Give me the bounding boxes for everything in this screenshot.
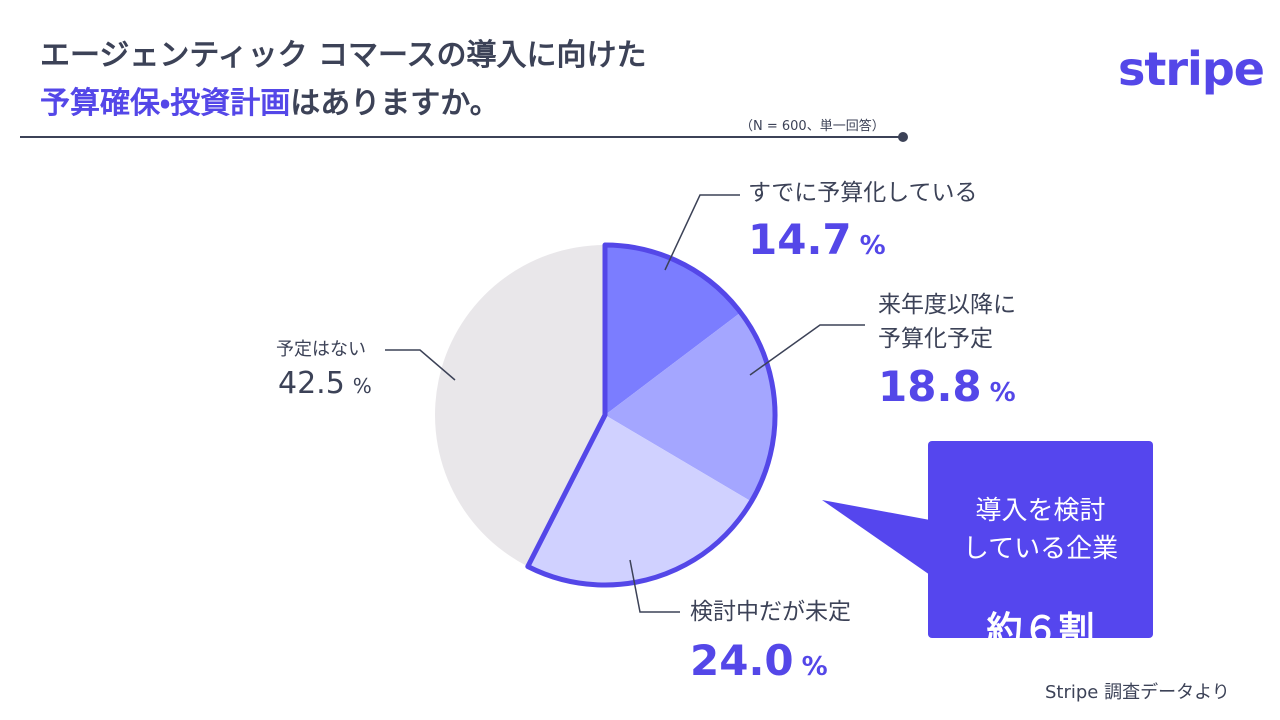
- unit: %: [801, 652, 828, 682]
- value: 14.7: [748, 215, 852, 264]
- unit: %: [989, 378, 1016, 408]
- leaders: [385, 194, 865, 613]
- pie: [434, 242, 778, 588]
- value-label: 14.7%: [748, 215, 886, 264]
- leader-line: [629, 559, 680, 613]
- slice-label: 予定はない: [276, 339, 366, 360]
- callout-pointer: [822, 500, 930, 575]
- callout-value: 約６割: [986, 610, 1095, 651]
- value-label: 24.0%: [690, 636, 828, 685]
- value: 18.8: [878, 362, 982, 411]
- pie-slice: [434, 245, 605, 567]
- highlight-outline: [525, 242, 778, 588]
- logo: stripe: [1118, 42, 1265, 96]
- unit: %: [859, 231, 886, 261]
- slice-label: すでに予算化している: [748, 180, 978, 206]
- note: （N = 600、単一回答）: [740, 119, 885, 134]
- callout: 導入を検討 している企業 約６割: [928, 441, 1153, 651]
- callout-box: [928, 441, 1153, 638]
- rule-dot: [898, 132, 908, 142]
- pie-slice: [605, 312, 775, 502]
- title-highlight: 予算確保・投資計画: [40, 86, 291, 121]
- value: 42.5: [278, 366, 345, 401]
- value-label: 18.8%: [878, 362, 1016, 411]
- leader-line: [749, 324, 865, 376]
- value-label: 42.5%: [278, 366, 372, 401]
- unit: %: [352, 374, 372, 398]
- title-rest: はありますか。: [290, 86, 500, 121]
- callout-text: 導入を検討 している企業: [962, 496, 1119, 564]
- title: 予算確保・投資計画はありますか。: [40, 78, 500, 122]
- value: 24.0: [690, 636, 794, 685]
- title: エージェンティック コマースの導入に向けた: [40, 38, 647, 73]
- leader-line: [385, 349, 456, 381]
- pie-slice: [605, 245, 741, 415]
- source: Stripe 調査データより: [1045, 682, 1230, 703]
- leader-line: [664, 194, 740, 271]
- slice-label: 検討中だが未定: [690, 599, 851, 625]
- slice-label: 来年度以降に 予算化予定: [878, 292, 1016, 352]
